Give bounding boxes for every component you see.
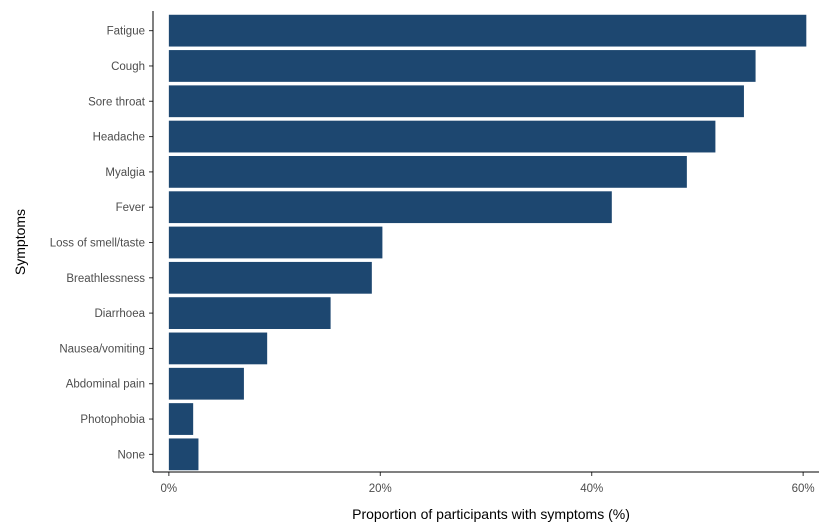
bar-loss-of-smell-taste (168, 226, 383, 259)
y-axis-ticks: Fatigue Cough Sore throat Headache Myalgia Fe… (50, 26, 153, 461)
y-tick-label-abdominal-pain: Abdominal pain (66, 379, 145, 391)
y-tick-label-cough: Cough (111, 61, 145, 73)
x-tick-label-0: 0% (161, 483, 178, 495)
bar-sore-throat (168, 85, 744, 118)
x-axis-title: Proportion of participants with symptoms… (352, 506, 630, 522)
x-tick-label-60: 60% (792, 483, 815, 495)
x-tick-label-40: 40% (580, 483, 603, 495)
y-tick-label-nausea-vomiting: Nausea/vomiting (59, 343, 145, 355)
y-tick-label-sore-throat: Sore throat (88, 96, 146, 108)
y-tick-label-fatigue: Fatigue (107, 26, 145, 38)
bars-group (168, 14, 807, 471)
y-tick-label-headache: Headache (93, 132, 145, 144)
bar-fever (168, 191, 612, 224)
y-axis-title: Symptoms (12, 209, 28, 275)
bar-photophobia (168, 403, 194, 435)
bar-nausea-vomiting (168, 332, 268, 365)
bar-diarrhoea (168, 297, 331, 330)
y-tick-label-photophobia: Photophobia (80, 414, 145, 426)
x-axis-ticks: 0% 20% 40% 60% (161, 472, 815, 495)
bar-breathlessness (168, 261, 372, 294)
x-tick-label-20: 20% (369, 483, 392, 495)
y-tick-label-breathlessness: Breathlessness (66, 273, 145, 285)
y-tick-label-loss-of-smell-taste: Loss of smell/taste (50, 238, 145, 250)
bar-fatigue (168, 14, 807, 47)
bar-abdominal-pain (168, 367, 244, 400)
bar-myalgia (168, 155, 687, 188)
y-tick-label-fever: Fever (116, 202, 146, 214)
bar-cough (168, 50, 756, 82)
y-tick-label-diarrhoea: Diarrhoea (95, 308, 146, 320)
bar-headache (168, 120, 716, 153)
bar-none (168, 438, 199, 471)
y-tick-label-none: None (118, 449, 146, 461)
y-tick-label-myalgia: Myalgia (105, 167, 145, 179)
